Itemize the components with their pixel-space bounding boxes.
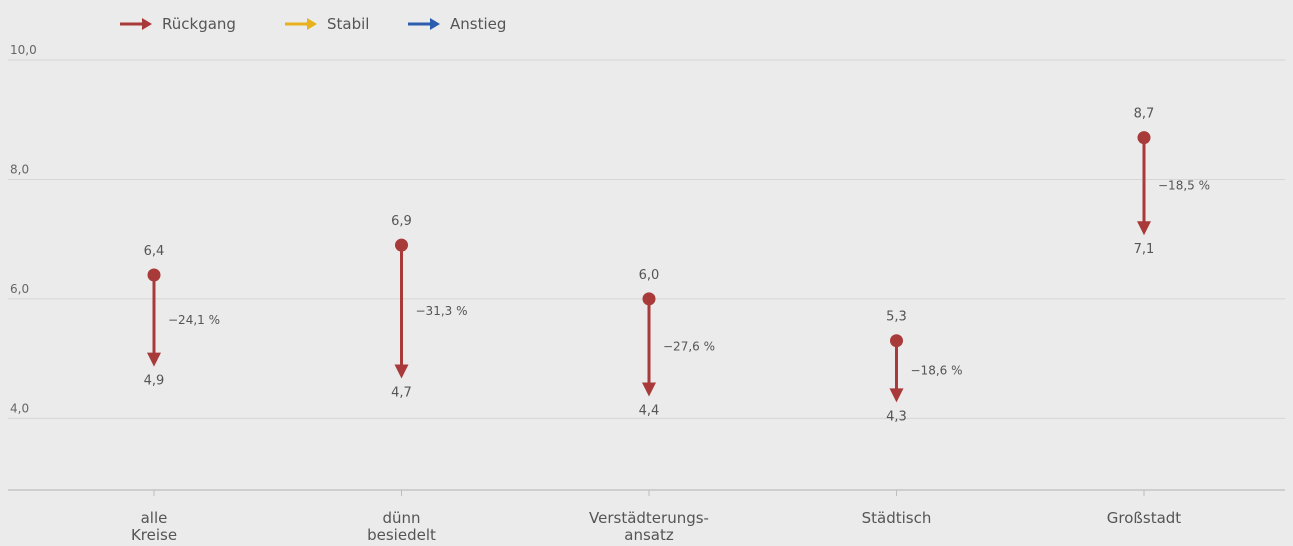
category-group: 6,9 4,7 −31,3 % bbox=[391, 214, 467, 400]
change-arrow-head bbox=[147, 352, 161, 367]
change-arrow-head bbox=[394, 364, 409, 379]
legend: Rückgang Stabil Anstieg bbox=[120, 15, 506, 33]
end-value-label: 4,3 bbox=[886, 409, 907, 424]
y-tick-label: 10,0 bbox=[10, 43, 37, 57]
legend-arrow-icon-anstieg-head bbox=[430, 18, 440, 30]
x-tick-label: Städtisch bbox=[862, 509, 932, 527]
change-percent-label: −31,3 % bbox=[416, 304, 468, 318]
x-tick-label: alle bbox=[141, 509, 168, 527]
x-tick-label: Großstadt bbox=[1107, 509, 1181, 527]
start-value-label: 6,4 bbox=[144, 244, 165, 259]
end-value-label: 4,7 bbox=[391, 386, 412, 401]
gridlines bbox=[8, 59, 1285, 419]
change-arrow-head bbox=[642, 382, 656, 397]
x-tick-label: Kreise bbox=[131, 526, 177, 544]
x-tick-label: dünn bbox=[382, 509, 420, 527]
series: 6,4 4,9 −24,1 % 6,9 4,7 −31,3 % 6,0 4,4 −27,6 % 5… bbox=[144, 107, 1210, 425]
legend-arrow-icon-rckgang-head bbox=[142, 18, 152, 30]
start-value-label: 5,3 bbox=[886, 310, 907, 325]
start-point bbox=[642, 292, 656, 306]
category-group: 8,7 7,1 −18,5 % bbox=[1134, 107, 1210, 258]
legend-label-anstieg: Anstieg bbox=[450, 15, 506, 33]
change-percent-label: −27,6 % bbox=[663, 340, 715, 354]
change-percent-label: −18,6 % bbox=[911, 364, 963, 378]
end-value-label: 4,4 bbox=[639, 403, 660, 418]
change-percent-label: −18,5 % bbox=[1158, 178, 1210, 192]
legend-label-stabil: Stabil bbox=[327, 15, 369, 33]
category-group: 6,0 4,4 −27,6 % bbox=[639, 268, 715, 419]
x-tick-label: Verstädterungs- bbox=[589, 509, 709, 527]
start-point bbox=[395, 238, 408, 252]
start-value-label: 8,7 bbox=[1134, 107, 1155, 122]
start-value-label: 6,0 bbox=[639, 268, 660, 283]
x-tick-label: ansatz bbox=[624, 526, 674, 544]
legend-arrow-icon-rckgang bbox=[120, 18, 152, 30]
legend-label-rckgang: Rückgang bbox=[162, 15, 236, 33]
start-value-label: 6,9 bbox=[391, 214, 412, 229]
start-point bbox=[1137, 131, 1151, 145]
category-group: 5,3 4,3 −18,6 % bbox=[886, 310, 962, 425]
legend-arrow-icon-stabil-head bbox=[307, 18, 317, 30]
start-point bbox=[890, 334, 903, 348]
change-arrow-head bbox=[889, 388, 904, 403]
change-arrow-head bbox=[1137, 221, 1151, 236]
end-value-label: 4,9 bbox=[144, 374, 165, 389]
legend-arrow-icon-stabil bbox=[285, 18, 317, 30]
change-percent-label: −24,1 % bbox=[168, 313, 220, 327]
x-tick-label: besiedelt bbox=[367, 526, 436, 544]
y-tick-label: 8,0 bbox=[10, 162, 29, 176]
legend-arrow-icon-anstieg bbox=[408, 18, 440, 30]
y-tick-label: 4,0 bbox=[10, 401, 29, 415]
y-axis: 4,0 6,0 8,0 10,0 bbox=[10, 43, 37, 415]
y-tick-label: 6,0 bbox=[10, 282, 29, 296]
category-group: 6,4 4,9 −24,1 % bbox=[144, 244, 220, 389]
start-point bbox=[147, 268, 161, 282]
end-value-label: 7,1 bbox=[1134, 242, 1155, 257]
